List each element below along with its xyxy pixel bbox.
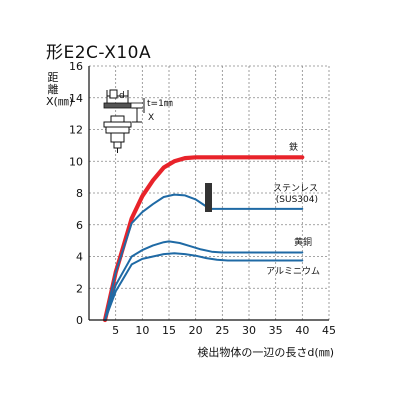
y-tick-label: 14 (69, 92, 83, 105)
y-tick-label: 10 (69, 155, 83, 168)
y-tick-label: 2 (76, 282, 83, 295)
series-sublabel: (SUS304) (276, 195, 318, 205)
y-tick-label: 12 (69, 124, 83, 137)
x-axis-label: 検出物体の一辺の長さd(㎜) (197, 345, 334, 359)
sensor-nut (103, 121, 132, 128)
series-line (104, 252, 304, 321)
x-tick-label: 30 (242, 324, 256, 337)
x-tick-label: 20 (189, 324, 203, 337)
inset-t-label: t=1㎜ (147, 99, 173, 109)
y-tick-label: 8 (76, 187, 83, 200)
series-line (102, 155, 305, 323)
inset-x-label: X (148, 113, 154, 123)
target-plate (103, 102, 132, 109)
y-tick-label: 6 (76, 219, 83, 232)
sensor-nut (105, 126, 130, 134)
sensor-body (110, 132, 125, 143)
square-target-icon (109, 89, 118, 99)
series-label: ステンレス (273, 183, 318, 194)
y-tick-label: 16 (69, 60, 83, 73)
sensor-cable (113, 141, 122, 149)
series-label: アルミニウム (266, 266, 320, 277)
x-tick-label: 5 (112, 324, 119, 337)
x-tick-label: 25 (215, 324, 229, 337)
series-line (104, 240, 304, 321)
x-tick-label: 10 (135, 324, 149, 337)
x-tick-label: 15 (162, 324, 176, 337)
series-line (104, 193, 304, 321)
x-tick-label: 40 (295, 324, 309, 337)
axes: 0 2 4 6 8 10 12 14 16 5 10 15 20 25 30 35 40 45 (69, 60, 336, 337)
series-label: 黄銅 (294, 236, 312, 248)
chart-title: 形E2C-X10A (46, 43, 152, 63)
inset-d-label: d (119, 91, 125, 101)
series-label: 鉄 (289, 141, 298, 153)
y-tick-label: 0 (76, 314, 83, 327)
x-tick-label: 35 (269, 324, 283, 337)
variation-marker (205, 183, 212, 212)
series-lines (102, 155, 305, 323)
y-tick-label: 4 (76, 251, 83, 264)
x-tick-label: 45 (322, 324, 336, 337)
sensor-inset-diagram: d Xt=1㎜ (103, 89, 173, 153)
sensor-head (110, 115, 125, 123)
